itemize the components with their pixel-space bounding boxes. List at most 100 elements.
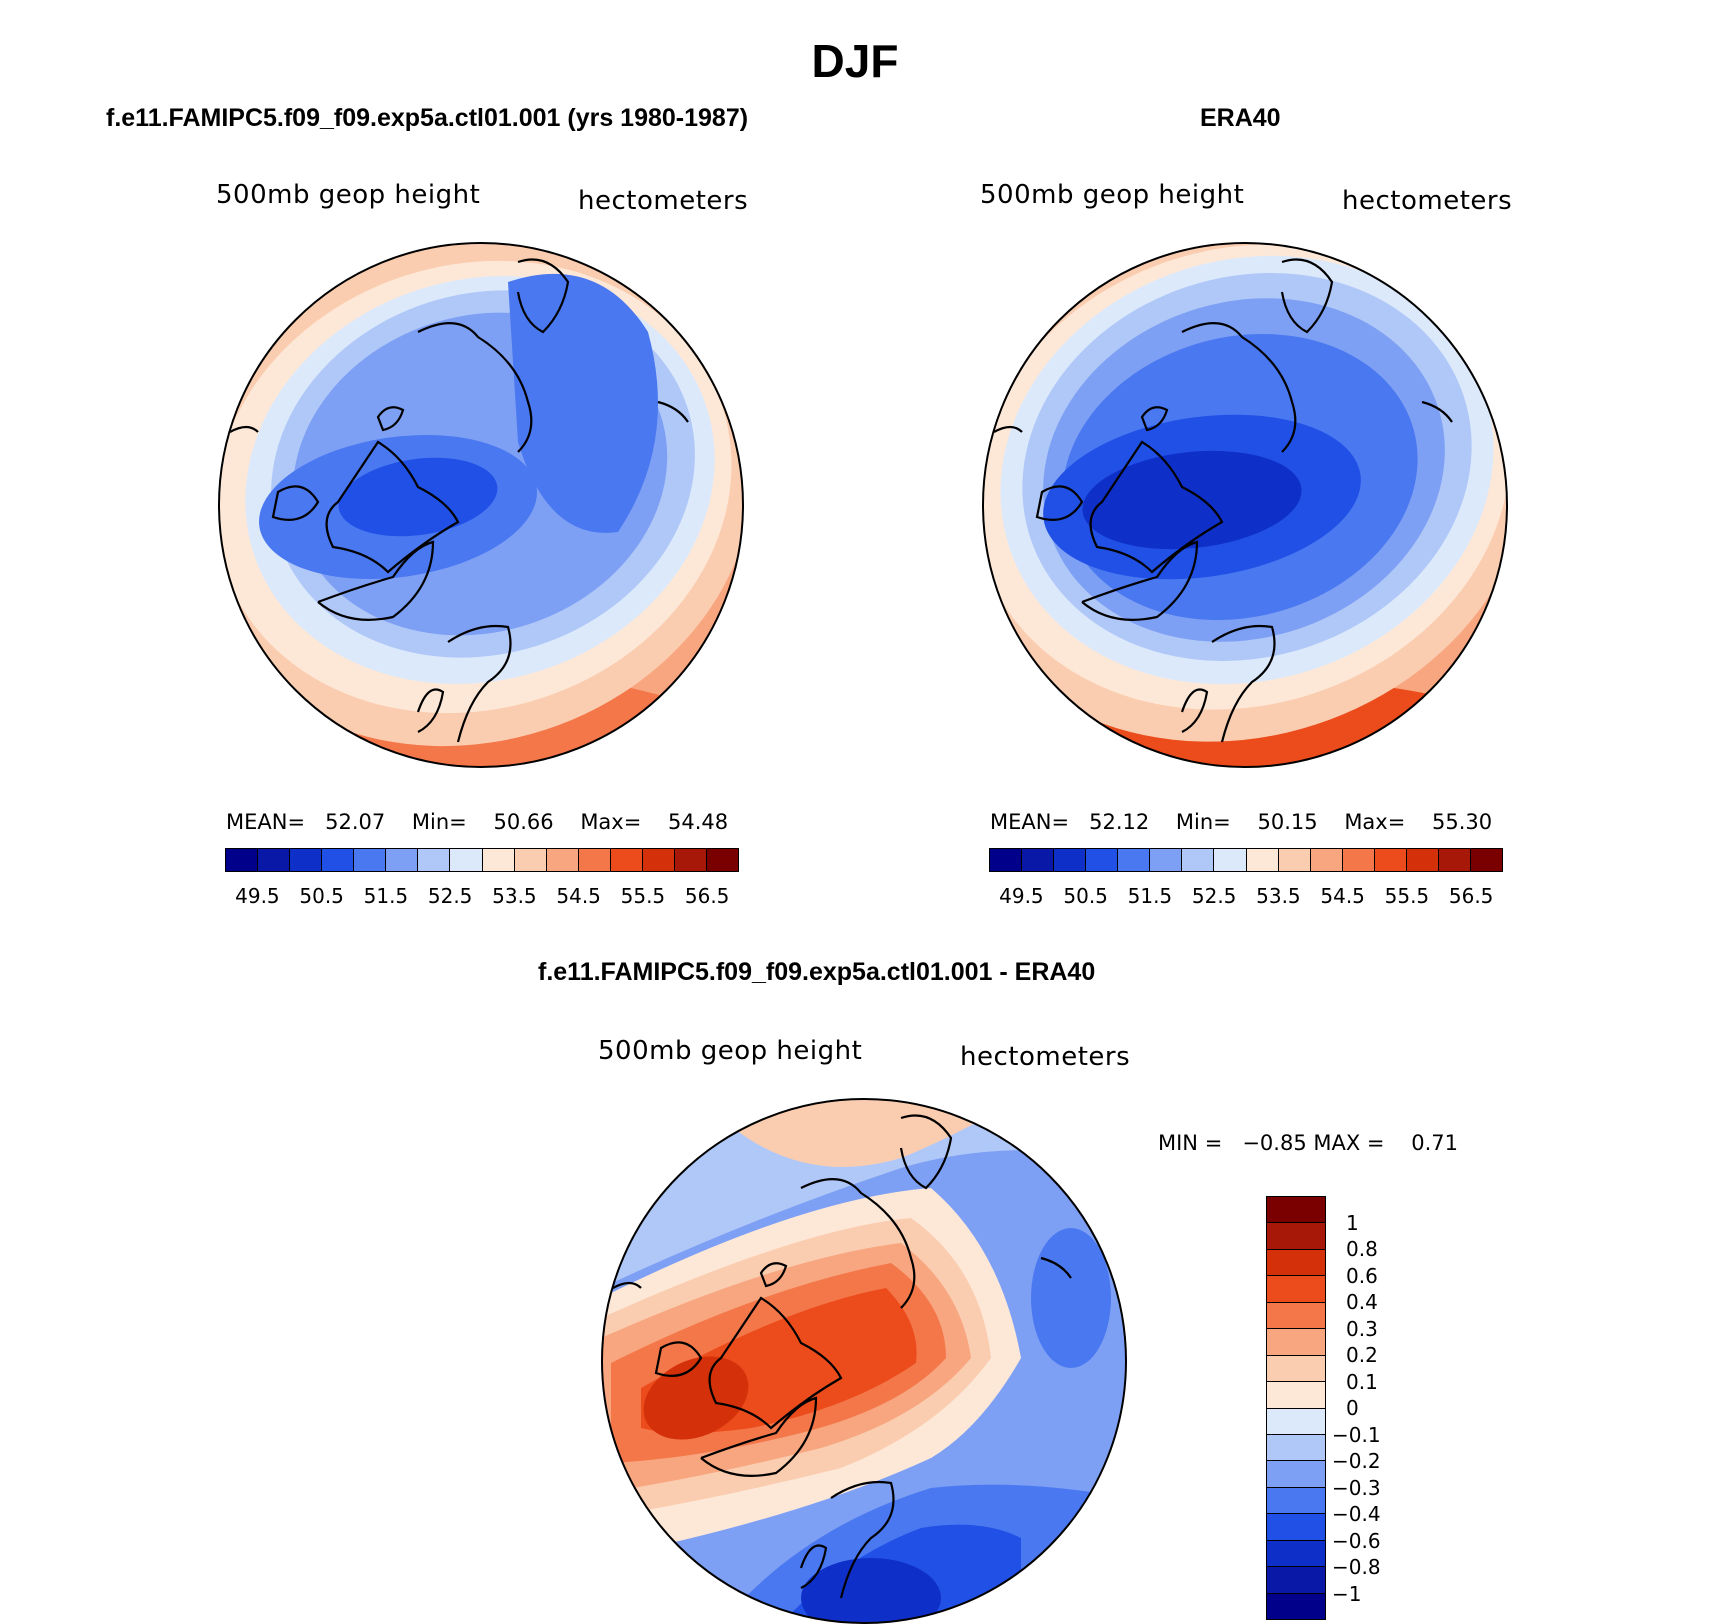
diff-colorbar-swatch (1267, 1487, 1325, 1515)
obs-coastlines (993, 258, 1453, 743)
diff-coastlines (612, 1114, 1072, 1599)
obs-colorbar-swatch (990, 849, 1023, 871)
diff-max-label: MAX = (1313, 1131, 1385, 1155)
obs-colorbar-swatch (1310, 849, 1343, 871)
diff-colorbar-tick-label: 0.1 (1346, 1369, 1378, 1394)
model-units-label: hectometers (578, 186, 749, 216)
diff-colorbar (1266, 1196, 1326, 1620)
obs-map-border (982, 242, 1508, 768)
model-colorbar-ticks: 49.5 50.5 51.5 52.5 53.5 54.5 55.5 56.5 (225, 884, 739, 910)
diff-max-value: 0.71 (1411, 1131, 1458, 1155)
model-coastlines (229, 258, 689, 743)
diff-colorbar-swatch (1267, 1223, 1325, 1250)
obs-colorbar-swatch (1214, 849, 1247, 871)
diff-band-neg-0-4-east (1031, 1228, 1111, 1368)
diff-colorbar-tick-label: 0.4 (1346, 1290, 1378, 1314)
diff-colorbar-tick-label: −1 (1332, 1581, 1362, 1606)
obs-colorbar-swatch (1182, 849, 1215, 871)
diff-min-label: MIN = (1158, 1131, 1223, 1155)
diff-colorbar-swatch (1267, 1329, 1325, 1356)
diff-colorbar-swatch (1267, 1276, 1325, 1303)
model-min-value: 50.66 (493, 810, 554, 834)
diff-stats: MIN = −0.85 MAX = 0.71 (1158, 1131, 1458, 1155)
obs-colorbar-swatch (1406, 849, 1439, 871)
obs-max-label: Max= (1344, 810, 1406, 834)
diff-colorbar-swatch (1267, 1567, 1325, 1594)
diff-band-neg-0-1-north (602, 1099, 1126, 1288)
model-max-label: Max= (580, 810, 642, 834)
model-colorbar-tick-label: 50.5 (299, 884, 344, 908)
model-mean-value: 52.07 (325, 810, 386, 834)
model-colorbar-swatch (482, 849, 515, 871)
diff-colorbar-swatch (1267, 1593, 1325, 1619)
model-max-value: 54.48 (668, 810, 729, 834)
obs-colorbar-tick-label: 52.5 (1191, 884, 1237, 908)
model-colorbar-swatch (226, 849, 259, 871)
obs-colorbar-swatch (1470, 849, 1502, 871)
model-min-label: Min= (411, 810, 467, 834)
obs-colorbar-swatch (1022, 849, 1055, 871)
diff-colorbar-tick-label: −0.3 (1332, 1475, 1381, 1500)
obs-variable-label: 500mb geop height (980, 180, 1245, 210)
obs-colorbar-tick-label: 56.5 (1448, 884, 1494, 908)
diff-colorbar-swatch (1267, 1302, 1325, 1330)
obs-stats: MEAN= 52.12 Min= 50.15 Max= 55.30 (990, 810, 1492, 834)
model-colorbar-swatch (610, 849, 643, 871)
model-band-eurasia-low (508, 273, 658, 533)
diff-colorbar-tick-label: 0.8 (1346, 1237, 1378, 1261)
model-band-50 (338, 457, 498, 537)
diff-colorbar-swatch (1267, 1540, 1325, 1568)
model-stats: MEAN= 52.07 Min= 50.66 Max= 54.48 (226, 810, 728, 834)
obs-colorbar-swatch (1246, 849, 1279, 871)
obs-colorbar-tick-label: 50.5 (1063, 884, 1108, 908)
model-variable-label: 500mb geop height (216, 180, 481, 210)
diff-colorbar-tick-label: 1 (1346, 1210, 1359, 1235)
obs-colorbar-swatch (1438, 849, 1471, 871)
diff-band-pos-0-8 (643, 1356, 749, 1440)
model-colorbar-swatch (450, 849, 483, 871)
model-colorbar-tick-label: 56.5 (684, 884, 730, 908)
diff-colorbar-tick-label: 0.3 (1346, 1316, 1378, 1341)
obs-polar-map (982, 242, 1508, 768)
model-colorbar-swatch (674, 849, 707, 871)
obs-colorbar-swatch (1086, 849, 1119, 871)
diff-colorbar-tick-label: −0.2 (1332, 1449, 1381, 1473)
model-colorbar-tick-label: 55.5 (620, 884, 666, 908)
model-panel-title: f.e11.FAMIPC5.f09_f09.exp5a.ctl01.001 (y… (106, 104, 749, 132)
model-colorbar-swatch (386, 849, 419, 871)
diff-units-label: hectometers (960, 1042, 1131, 1072)
obs-colorbar-tick-label: 49.5 (999, 884, 1044, 908)
model-colorbar-swatch (354, 849, 387, 871)
obs-mean-value: 52.12 (1089, 810, 1150, 834)
obs-colorbar-tick-label: 51.5 (1127, 884, 1173, 908)
model-colorbar-swatch (322, 849, 355, 871)
obs-panel-title: ERA40 (1200, 104, 1281, 132)
model-colorbar (225, 848, 739, 872)
obs-colorbar-swatch (1150, 849, 1183, 871)
diff-colorbar-tick-label: −0.8 (1332, 1555, 1381, 1579)
obs-min-value: 50.15 (1257, 810, 1318, 834)
diff-colorbar-swatch (1267, 1514, 1325, 1541)
diff-colorbar-tick-label: 0.2 (1346, 1343, 1378, 1367)
obs-colorbar-swatch (1054, 849, 1087, 871)
diff-variable-label: 500mb geop height (598, 1036, 863, 1066)
diff-colorbar-tick-label: 0 (1346, 1396, 1359, 1420)
diff-panel-title: f.e11.FAMIPC5.f09_f09.exp5a.ctl01.001 - … (538, 958, 1096, 986)
obs-colorbar (989, 848, 1503, 872)
model-colorbar-tick-label: 52.5 (427, 884, 473, 908)
obs-colorbar-tick-label: 55.5 (1384, 884, 1430, 908)
diff-polar-map (601, 1098, 1127, 1624)
model-colorbar-tick-label: 49.5 (235, 884, 280, 908)
model-colorbar-swatch (546, 849, 579, 871)
model-colorbar-tick-label: 53.5 (492, 884, 537, 908)
model-colorbar-swatch (514, 849, 547, 871)
obs-band-49-5 (1082, 450, 1302, 550)
model-map-border (218, 242, 744, 768)
diff-colorbar-tick-label: −0.4 (1332, 1502, 1381, 1526)
obs-colorbar-tick-label: 54.5 (1320, 884, 1365, 908)
obs-units-label: hectometers (1342, 186, 1513, 216)
diff-colorbar-swatch (1267, 1197, 1325, 1224)
obs-colorbar-tick-label: 53.5 (1256, 884, 1301, 908)
diff-band-pos-0-1-north (721, 1099, 1021, 1167)
model-colorbar-swatch (418, 849, 451, 871)
